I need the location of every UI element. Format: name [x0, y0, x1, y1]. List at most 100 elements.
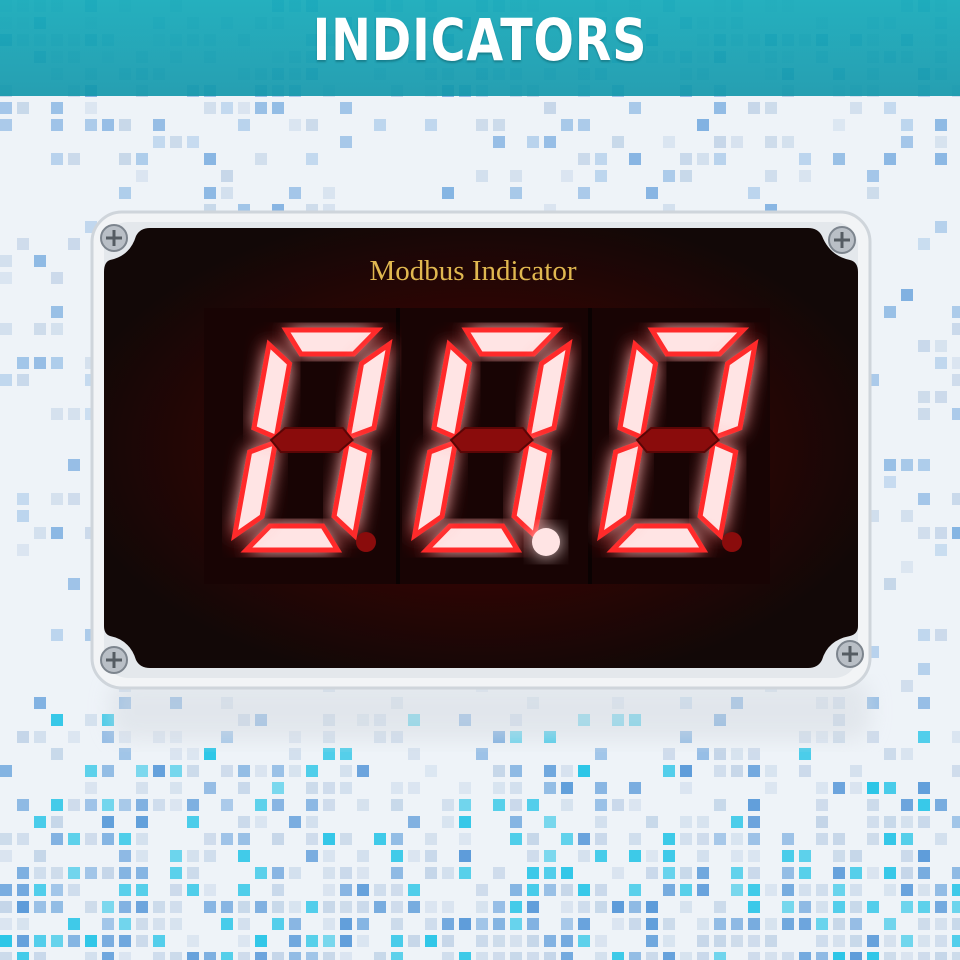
mosaic-tile: [221, 187, 233, 199]
mosaic-tile: [255, 102, 267, 114]
mosaic-tile: [884, 748, 896, 760]
mosaic-tile: [544, 136, 556, 148]
mosaic-tile: [952, 952, 960, 960]
mosaic-tile: [714, 136, 726, 148]
mosaic-tile: [204, 833, 216, 845]
mosaic-tile: [765, 884, 777, 896]
mosaic-tile: [102, 799, 114, 811]
mosaic-tile: [748, 867, 760, 879]
mosaic-tile: [306, 935, 318, 947]
screw-top-left-icon: [100, 224, 128, 252]
banner-title: INDICATORS: [312, 6, 648, 74]
mosaic-tile: [391, 901, 403, 913]
mosaic-tile: [850, 935, 862, 947]
mosaic-tile: [935, 935, 947, 947]
mosaic-tile: [510, 170, 522, 182]
mosaic-tile: [918, 782, 930, 794]
mosaic-tile: [459, 799, 471, 811]
mosaic-tile: [221, 918, 233, 930]
mosaic-tile: [748, 901, 760, 913]
mosaic-tile: [952, 493, 960, 505]
mosaic-tile: [408, 748, 420, 760]
mosaic-tile: [391, 799, 403, 811]
mosaic-tile: [119, 119, 131, 131]
mosaic-tile: [731, 935, 743, 947]
mosaic-tile: [119, 187, 131, 199]
mosaic-tile: [918, 340, 930, 352]
mosaic-tile: [731, 918, 743, 930]
mosaic-tile: [221, 833, 233, 845]
mosaic-tile: [629, 782, 641, 794]
mosaic-tile: [0, 102, 12, 114]
mosaic-tile: [663, 867, 675, 879]
mosaic-tile: [799, 170, 811, 182]
mosaic-tile: [238, 850, 250, 862]
mosaic-tile: [255, 901, 267, 913]
mosaic-tile: [663, 765, 675, 777]
mosaic-tile: [595, 816, 607, 828]
mosaic-tile: [85, 799, 97, 811]
mosaic-tile: [17, 952, 29, 960]
mosaic-tile: [748, 765, 760, 777]
mosaic-tile: [51, 629, 63, 641]
mosaic-tile: [17, 799, 29, 811]
mosaic-tile: [952, 918, 960, 930]
mosaic-tile: [136, 816, 148, 828]
mosaic-tile: [901, 867, 913, 879]
mosaic-tile: [935, 901, 947, 913]
mosaic-tile: [136, 901, 148, 913]
decimal-point: [722, 532, 742, 552]
mosaic-tile: [901, 901, 913, 913]
mosaic-tile: [119, 935, 131, 947]
mosaic-tile: [0, 952, 12, 960]
mosaic-tile: [425, 867, 437, 879]
mosaic-tile: [170, 748, 182, 760]
mosaic-tile: [238, 102, 250, 114]
segment-e: [597, 438, 645, 542]
mosaic-tile: [442, 952, 454, 960]
mosaic-tile: [374, 901, 386, 913]
mosaic-tile: [833, 867, 845, 879]
mosaic-tile: [629, 901, 641, 913]
mosaic-tile: [578, 833, 590, 845]
mosaic-tile: [408, 850, 420, 862]
mosaic-tile: [697, 867, 709, 879]
mosaic-tile: [731, 748, 743, 760]
mosaic-tile: [714, 935, 726, 947]
mosaic-tile: [136, 765, 148, 777]
mosaic-tile: [170, 850, 182, 862]
mosaic-tile: [544, 816, 556, 828]
decimal-point: [356, 532, 376, 552]
mosaic-tile: [578, 187, 590, 199]
mosaic-tile: [935, 340, 947, 352]
mosaic-tile: [17, 510, 29, 522]
mosaic-tile: [748, 799, 760, 811]
mosaic-tile: [680, 833, 692, 845]
mosaic-tile: [34, 867, 46, 879]
mosaic-tile: [476, 119, 488, 131]
mosaic-tile: [697, 119, 709, 131]
mosaic-tile: [867, 731, 879, 743]
mosaic-tile: [510, 918, 522, 930]
segment-a: [461, 327, 564, 357]
mosaic-tile: [306, 901, 318, 913]
mosaic-tile: [493, 799, 505, 811]
mosaic-tile: [136, 867, 148, 879]
mosaic-tile: [68, 731, 80, 743]
mosaic-tile: [612, 952, 624, 960]
mosaic-tile: [0, 935, 12, 947]
mosaic-tile: [323, 884, 335, 896]
mosaic-tile: [408, 816, 420, 828]
mosaic-tile: [884, 306, 896, 318]
digit-2: [411, 327, 573, 556]
mosaic-tile: [952, 765, 960, 777]
mosaic-tile: [374, 119, 386, 131]
mosaic-tile: [833, 850, 845, 862]
mosaic-tile: [663, 935, 675, 947]
mosaic-tile: [510, 799, 522, 811]
mosaic-tile: [51, 901, 63, 913]
mosaic-tile: [17, 935, 29, 947]
mosaic-tile: [884, 459, 896, 471]
